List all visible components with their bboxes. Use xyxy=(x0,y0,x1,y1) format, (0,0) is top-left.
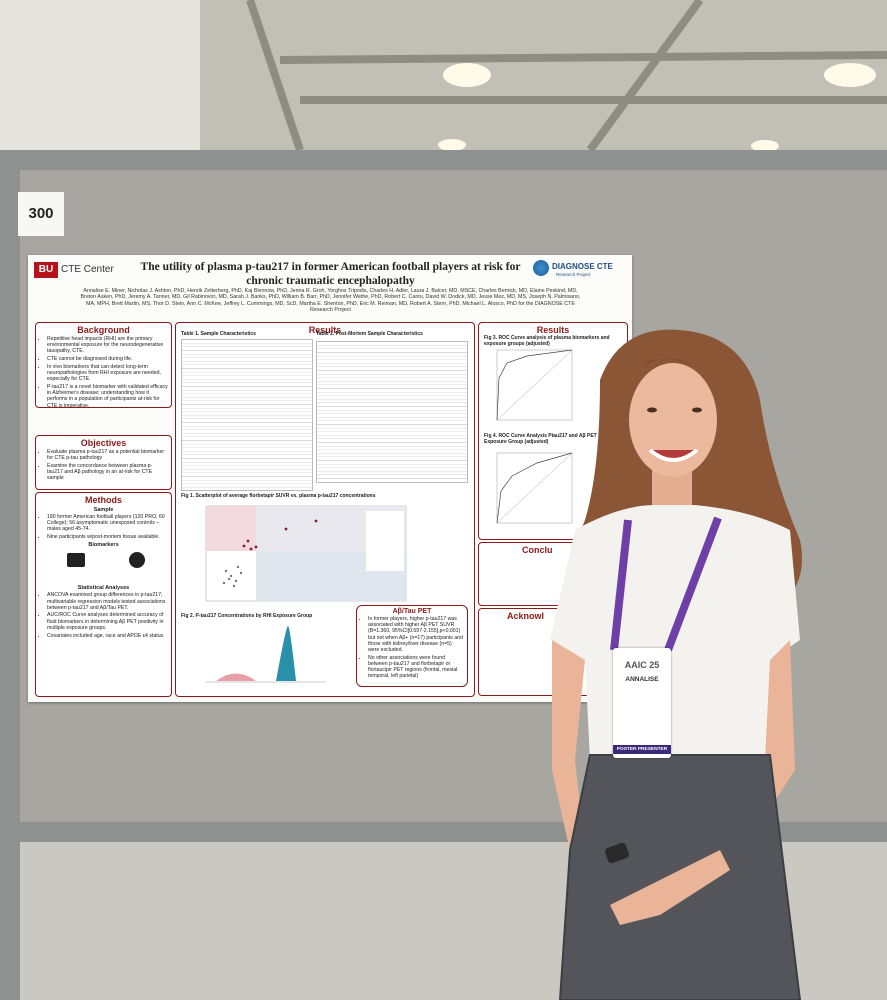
bullet-item: Evaluate plasma p-tau217 as a potential … xyxy=(47,449,168,461)
ceiling-light xyxy=(751,140,779,152)
section-heading: Objectives xyxy=(80,438,127,448)
violin-figure xyxy=(206,626,326,683)
poster-title: The utility of plasma p-tau217 in former… xyxy=(140,261,521,287)
results-box: Results Table 1. Sample Characteristics … xyxy=(175,322,475,697)
logo-text: CTE Center xyxy=(61,264,114,275)
roc-curve xyxy=(496,349,573,421)
name-badge: AAIC 25 ANNALISE POSTER PRESENTER xyxy=(613,648,671,758)
section-heading: Results xyxy=(536,325,570,335)
badge-role: POSTER PRESENTER xyxy=(613,745,671,754)
watch xyxy=(605,842,629,864)
authors: Annalise E. Miner, Nicholas J. Ashton, P… xyxy=(80,288,581,314)
brain-icon xyxy=(129,552,145,569)
table-caption: Table 2. Post-Mortem Sample Characterist… xyxy=(316,331,423,337)
section-heading: Methods xyxy=(85,495,122,505)
arm-left xyxy=(552,640,610,895)
section-heading: Acknowl xyxy=(507,611,545,621)
figure-caption: Fig 1. Scatterplot of average florbetapi… xyxy=(181,493,376,499)
bullet-item: P-tau217 is a novel biomarker with valid… xyxy=(47,384,168,407)
eye xyxy=(692,407,702,413)
subheading: Sample xyxy=(93,507,114,513)
bullet-list: In former players, higher p-tau217 was a… xyxy=(360,616,464,680)
section-heading: Results xyxy=(308,325,342,335)
bullet-item: CTE cannot be diagnosed during life. xyxy=(47,356,168,362)
face xyxy=(629,363,717,477)
violin xyxy=(276,626,296,681)
methods-box: Methods Sample 180 former American footb… xyxy=(35,492,172,697)
ceiling-light xyxy=(443,63,491,87)
logo-right-subtext: Research Project xyxy=(556,272,591,277)
section-heading: Background xyxy=(77,325,130,335)
board-frame xyxy=(0,150,887,170)
bullet-list: Repetitive head impacts (RHI) are the pr… xyxy=(39,336,168,407)
roc-curve xyxy=(496,452,573,524)
subheading: Biomarkers xyxy=(88,542,119,549)
hands xyxy=(610,850,730,925)
logo-mark: BU xyxy=(34,262,58,278)
bullet-item: AUC/ROC Curve analyses determined accura… xyxy=(47,612,168,631)
diagonal xyxy=(496,452,573,524)
bullet-list: Evaluate plasma p-tau217 as a potential … xyxy=(39,449,168,482)
board-number-card xyxy=(18,192,64,236)
table-caption: Table 1. Sample Characteristics xyxy=(181,331,256,337)
figure-caption: Fig 3. ROC Curve analysis of plasma biom… xyxy=(484,335,610,347)
tube-icon xyxy=(67,553,85,568)
pants-outline xyxy=(558,754,802,1000)
scatter-points xyxy=(222,565,243,588)
logo-right-text: DIAGNOSE CTE xyxy=(552,262,613,271)
badge-event: AAIC 25 xyxy=(624,660,660,670)
pet-box: Aβ/Tau PET In former players, higher p-t… xyxy=(356,605,468,687)
pillar xyxy=(0,0,200,160)
violin xyxy=(216,673,256,681)
bullet-list: ANCOVA examined group differences in p-t… xyxy=(39,592,168,638)
table-1 xyxy=(181,339,313,491)
eye xyxy=(647,407,657,413)
smile xyxy=(648,448,699,462)
logo-globe xyxy=(533,260,549,276)
roc-figure xyxy=(496,452,573,524)
ceiling-light xyxy=(438,139,466,151)
subheading: Statistical Analyses xyxy=(77,585,130,592)
bullet-item: ANCOVA examined group differences in p-t… xyxy=(47,592,168,611)
board-frame xyxy=(0,150,20,1000)
scatter-figure xyxy=(205,505,407,602)
bullet-item: Covariates included age, race and APOE ε… xyxy=(47,633,168,639)
biomarker-icons xyxy=(39,549,168,583)
objectives-box: Objectives Evaluate plasma p-tau217 as a… xyxy=(35,435,172,490)
bullet-item: Repetitive head impacts (RHI) are the pr… xyxy=(47,336,168,355)
lanyard xyxy=(610,516,722,652)
background-box: Background Repetitive head impacts (RHI)… xyxy=(35,322,172,408)
figure-caption: Fig 4. ROC Curve Analysis Ptau217 and Aβ… xyxy=(484,433,604,445)
badge-name: ANNALISE xyxy=(625,676,659,683)
legend xyxy=(366,511,404,571)
diagonal xyxy=(496,349,573,421)
ceiling-light xyxy=(824,63,876,87)
table-2 xyxy=(316,341,468,483)
bullet-item: No other associations were found between… xyxy=(368,655,464,680)
bullet-item: Examine the concordance between plasma p… xyxy=(47,463,168,482)
figure-caption: Fig 2. P-tau217 Concentrations by RHI Ex… xyxy=(181,613,313,619)
bullet-list: 180 former American football players (12… xyxy=(39,514,168,540)
quadrant xyxy=(206,506,256,551)
section-heading: Conclu xyxy=(522,545,553,555)
section-heading: Aβ/Tau PET xyxy=(392,608,432,615)
bullet-item: In vivo biomarkers that can detect long-… xyxy=(47,364,168,383)
board-number: 300 xyxy=(28,205,54,222)
bullet-item: In former players, higher p-tau217 was a… xyxy=(368,616,464,653)
roc-figure xyxy=(496,349,573,421)
scatter-points xyxy=(242,519,318,551)
bullet-item: Nine participants w/post-mortem tissue a… xyxy=(47,534,168,540)
bullet-item: 180 former American football players (12… xyxy=(47,514,168,533)
ceiling-beams xyxy=(246,0,887,153)
